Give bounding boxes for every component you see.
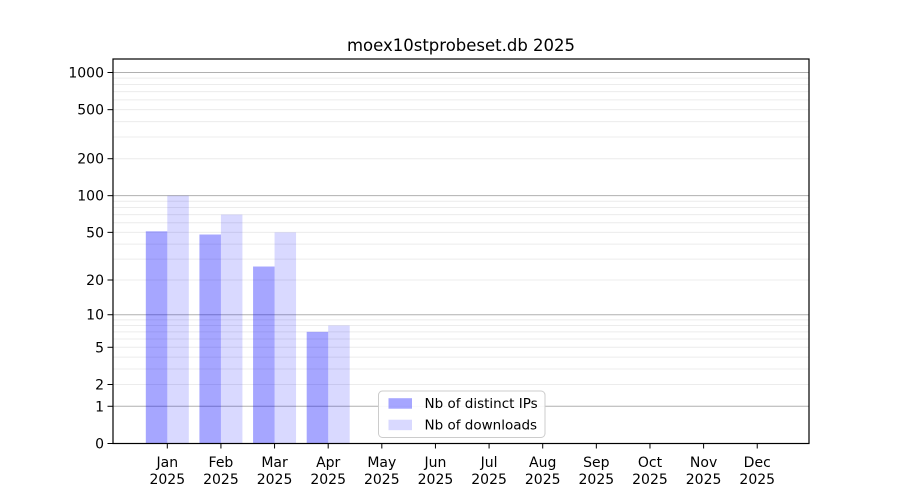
x-tick-label-month: Dec [744,455,771,471]
x-tick-label-month: Feb [209,455,234,471]
x-tick-label-year: 2025 [579,472,615,488]
axes: 01251020501002005001000Jan2025Feb2025Mar… [68,58,810,488]
bar-nb-of-downloads-feb [220,214,243,444]
bar-nb-of-distinct-ips-mar [253,266,275,444]
bar-nb-of-downloads-jan [167,195,189,444]
y-tick-label: 2 [95,378,104,394]
y-tick-label: 5 [95,340,104,356]
x-tick-label-year: 2025 [310,472,346,488]
bar-nb-of-distinct-ips-apr [306,331,329,444]
y-tick-label: 50 [86,225,104,241]
x-tick-label-year: 2025 [686,472,722,488]
chart-title: moex10stprobeset.db 2025 [347,36,575,55]
y-tick-label: 0 [95,437,104,453]
y-tick-label: 200 [77,152,104,168]
plot-border [112,58,810,445]
x-tick-label-month: Jun [424,455,447,471]
x-tick-label-year: 2025 [257,472,293,488]
y-tick-label: 20 [86,273,104,289]
x-tick-label-year: 2025 [149,472,185,488]
x-tick-label-year: 2025 [364,472,400,488]
x-tick-label-month: Oct [638,455,663,471]
bar-nb-of-distinct-ips-feb [199,234,221,444]
legend-swatch [388,398,412,409]
y-tick-label: 10 [86,308,104,324]
legend-box [378,390,546,438]
y-tick-label: 1 [95,399,104,415]
bar-nb-of-downloads-mar [274,232,297,444]
x-tick-label-month: Mar [261,455,288,471]
y-tick-label: 500 [77,103,104,119]
x-tick-label-month: May [367,455,396,471]
x-tick-label-month: Apr [316,455,340,471]
x-tick-label-month: Jul [480,455,498,471]
legend: Nb of distinct IPs Nb of downloads [378,390,546,438]
bar-nb-of-downloads-apr [328,325,350,444]
y-tick-label: 100 [77,189,104,205]
x-tick-label-year: 2025 [203,472,239,488]
x-tick-label-year: 2025 [739,472,775,488]
legend-swatch [388,419,412,431]
bar-nb-of-distinct-ips-jan [145,231,168,444]
x-tick-label-month: Sep [583,455,610,471]
legend-label: Nb of downloads [425,418,538,434]
bar-series [145,195,350,444]
x-tick-label-year: 2025 [632,472,668,488]
x-tick-label-year: 2025 [418,472,454,488]
x-tick-label-year: 2025 [471,472,507,488]
y-tick-label: 1000 [68,66,104,82]
x-tick-label-month: Aug [529,455,556,471]
x-tick-label-month: Jan [156,455,179,471]
legend-label: Nb of distinct IPs [425,396,538,412]
x-tick-label-year: 2025 [525,472,561,488]
x-tick-label-month: Nov [690,455,717,471]
